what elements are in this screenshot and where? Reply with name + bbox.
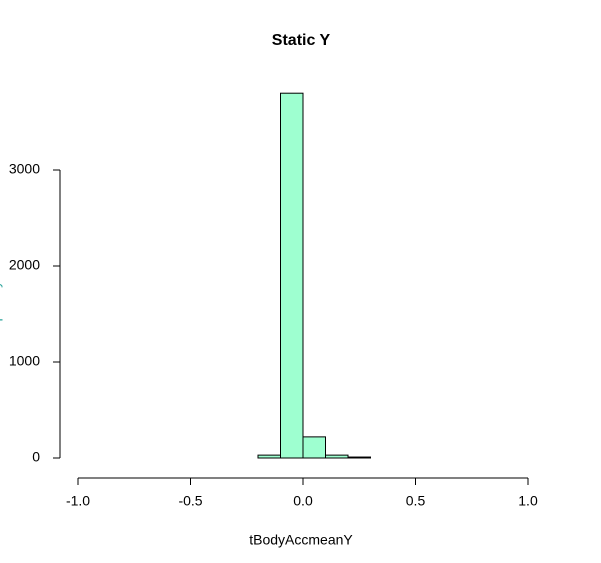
bar <box>302 436 326 459</box>
y-tick-label: 2000 <box>9 257 40 273</box>
bar <box>325 454 349 459</box>
x-tick-label: 0.0 <box>293 493 313 509</box>
y-tick-label: 1000 <box>9 353 40 369</box>
x-tick-label: -0.5 <box>178 493 202 509</box>
x-axis-label: tBodyAccmeanY <box>249 532 353 548</box>
x-tick-label: 0.5 <box>406 493 426 509</box>
y-axis-label: Frequency <box>0 281 3 347</box>
bar <box>257 454 281 459</box>
y-tick-label: 3000 <box>9 161 40 177</box>
x-tick-label: -1.0 <box>66 493 90 509</box>
chart-title: Static Y <box>272 32 331 49</box>
x-tick-label: 1.0 <box>518 493 538 509</box>
bar <box>347 456 371 459</box>
bar <box>280 92 304 459</box>
y-tick-label: 0 <box>32 449 40 465</box>
